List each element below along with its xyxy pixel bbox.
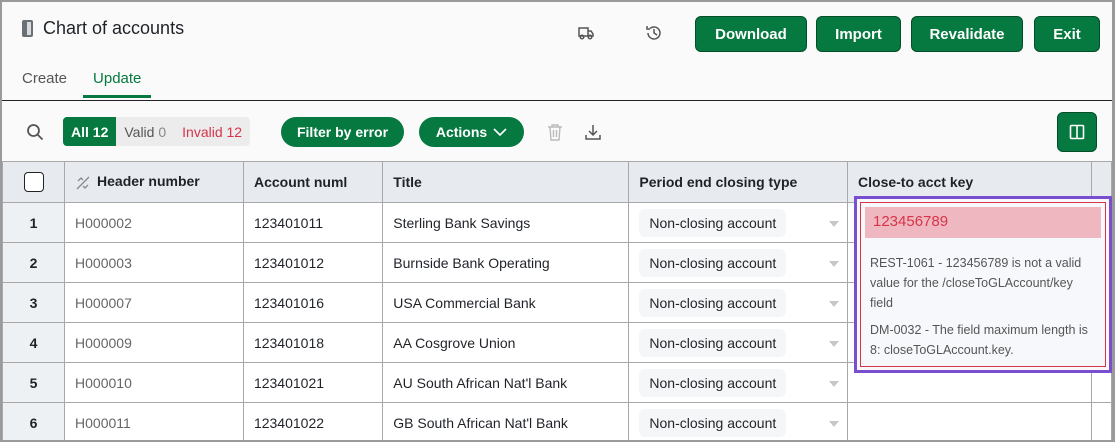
- truck-icon[interactable]: [577, 25, 595, 46]
- title-text: Chart of accounts: [43, 18, 185, 38]
- closing-type-value: Non-closing account: [649, 214, 777, 231]
- row-number[interactable]: 5: [2, 362, 66, 403]
- column-period-end-closing-type[interactable]: Period end closing type: [628, 161, 849, 203]
- title-cell[interactable]: USA Commercial Bank: [382, 282, 630, 323]
- caret-down-icon: [829, 300, 840, 307]
- chevron-down-icon: [493, 128, 507, 136]
- extra-cell: [1091, 402, 1112, 440]
- table-header-row: Header number Account numl Title Period …: [2, 161, 1112, 203]
- filter-invalid[interactable]: Invalid 12: [182, 123, 243, 140]
- title-cell[interactable]: AA Cosgrove Union: [382, 322, 630, 363]
- header-number-cell[interactable]: H000003: [64, 242, 244, 283]
- caret-down-icon: [829, 220, 840, 227]
- header-number-cell[interactable]: H000007: [64, 282, 244, 323]
- caret-down-icon: [829, 380, 840, 387]
- closing-type-select[interactable]: Non-closing account: [639, 248, 840, 277]
- caret-down-icon: [829, 420, 840, 427]
- closing-type-cell[interactable]: Non-closing account: [628, 402, 849, 440]
- closing-type-select[interactable]: Non-closing account: [639, 408, 840, 437]
- title-cell[interactable]: AU South African Nat'l Bank: [382, 362, 630, 403]
- account-number-cell[interactable]: 123401016: [242, 282, 384, 323]
- title-cell[interactable]: GB South African Nat'l Bank: [382, 402, 630, 440]
- tab-create[interactable]: Create: [22, 70, 68, 87]
- header-number-cell[interactable]: H000009: [64, 322, 244, 363]
- column-account-number[interactable]: Account numl: [242, 161, 384, 203]
- select-all-checkbox[interactable]: [23, 172, 44, 192]
- row-number[interactable]: 2: [2, 242, 66, 283]
- closing-type-value: Non-closing account: [649, 294, 777, 311]
- column-header-number[interactable]: Header number: [64, 161, 244, 203]
- account-number-cell[interactable]: 123401011: [242, 202, 384, 243]
- closing-type-value: Non-closing account: [649, 414, 777, 431]
- row-number[interactable]: 1: [2, 202, 66, 243]
- row-number[interactable]: 3: [2, 282, 66, 323]
- error-message: DM-0032 - The field maximum length is 8:…: [870, 323, 1088, 357]
- tab-update[interactable]: Update: [83, 70, 152, 98]
- error-popover: 123456789 REST-1061 - 123456789 is not a…: [854, 196, 1112, 373]
- import-button[interactable]: Import: [816, 16, 901, 52]
- search-icon[interactable]: [26, 123, 44, 146]
- caret-down-icon: [829, 340, 840, 347]
- tab-divider: [2, 100, 1112, 101]
- closing-type-cell[interactable]: Non-closing account: [628, 282, 849, 323]
- book-icon: [22, 20, 33, 37]
- exit-button[interactable]: Exit: [1034, 16, 1100, 52]
- columns-icon: [1069, 124, 1085, 140]
- page-title: Chart of accounts: [22, 18, 184, 39]
- closing-type-select[interactable]: Non-closing account: [639, 288, 840, 317]
- header-number-cell[interactable]: H000010: [64, 362, 244, 403]
- filter-all[interactable]: All 12: [63, 117, 117, 146]
- account-number-cell[interactable]: 123401021: [242, 362, 384, 403]
- header-number-cell[interactable]: H000002: [64, 202, 244, 243]
- account-number-cell[interactable]: 123401018: [242, 322, 384, 363]
- revalidate-button[interactable]: Revalidate: [911, 16, 1023, 52]
- tab-bar: Create Update: [22, 70, 152, 98]
- download-button[interactable]: Download: [695, 16, 807, 52]
- columns-panel-button[interactable]: [1057, 112, 1097, 152]
- row-number[interactable]: 4: [2, 322, 66, 363]
- closing-type-value: Non-closing account: [649, 374, 777, 391]
- row-number[interactable]: 6: [2, 402, 66, 440]
- error-popover-border: 123456789 REST-1061 - 123456789 is not a…: [860, 202, 1106, 367]
- column-more: [1091, 161, 1112, 203]
- invalid-value-input[interactable]: 123456789: [865, 207, 1101, 238]
- closing-type-value: Non-closing account: [649, 254, 777, 271]
- caret-down-icon: [829, 260, 840, 267]
- select-all-cell: [2, 161, 66, 203]
- filter-by-error-button[interactable]: Filter by error: [281, 117, 404, 147]
- filter-valid[interactable]: Valid 0: [124, 123, 167, 140]
- closing-type-select[interactable]: Non-closing account: [639, 368, 840, 397]
- closing-type-select[interactable]: Non-closing account: [639, 208, 840, 237]
- closing-type-cell[interactable]: Non-closing account: [628, 242, 849, 283]
- table-row[interactable]: 6 H000011 123401022 GB South African Nat…: [2, 402, 1112, 440]
- title-cell[interactable]: Sterling Bank Savings: [382, 202, 630, 243]
- closing-type-select[interactable]: Non-closing account: [639, 328, 840, 357]
- trash-icon[interactable]: [547, 123, 563, 146]
- unlink-icon: [76, 176, 90, 190]
- closing-type-cell[interactable]: Non-closing account: [628, 322, 849, 363]
- account-number-cell[interactable]: 123401022: [242, 402, 384, 440]
- actions-button[interactable]: Actions: [419, 117, 524, 147]
- close-to-key-cell[interactable]: [847, 402, 1093, 440]
- closing-type-cell[interactable]: Non-closing account: [628, 362, 849, 403]
- closing-type-value: Non-closing account: [649, 334, 777, 351]
- header-number-cell[interactable]: H000011: [64, 402, 244, 440]
- error-message: REST-1061 - 123456789 is not a valid val…: [870, 256, 1082, 310]
- actions-label: Actions: [435, 124, 488, 140]
- title-cell[interactable]: Burnside Bank Operating: [382, 242, 630, 283]
- status-filter: All 12 Valid 0 Invalid 12: [63, 117, 251, 146]
- download-icon[interactable]: [584, 123, 602, 146]
- account-number-cell[interactable]: 123401012: [242, 242, 384, 283]
- closing-type-cell[interactable]: Non-closing account: [628, 202, 849, 243]
- history-icon[interactable]: [645, 24, 663, 47]
- column-title[interactable]: Title: [382, 161, 630, 203]
